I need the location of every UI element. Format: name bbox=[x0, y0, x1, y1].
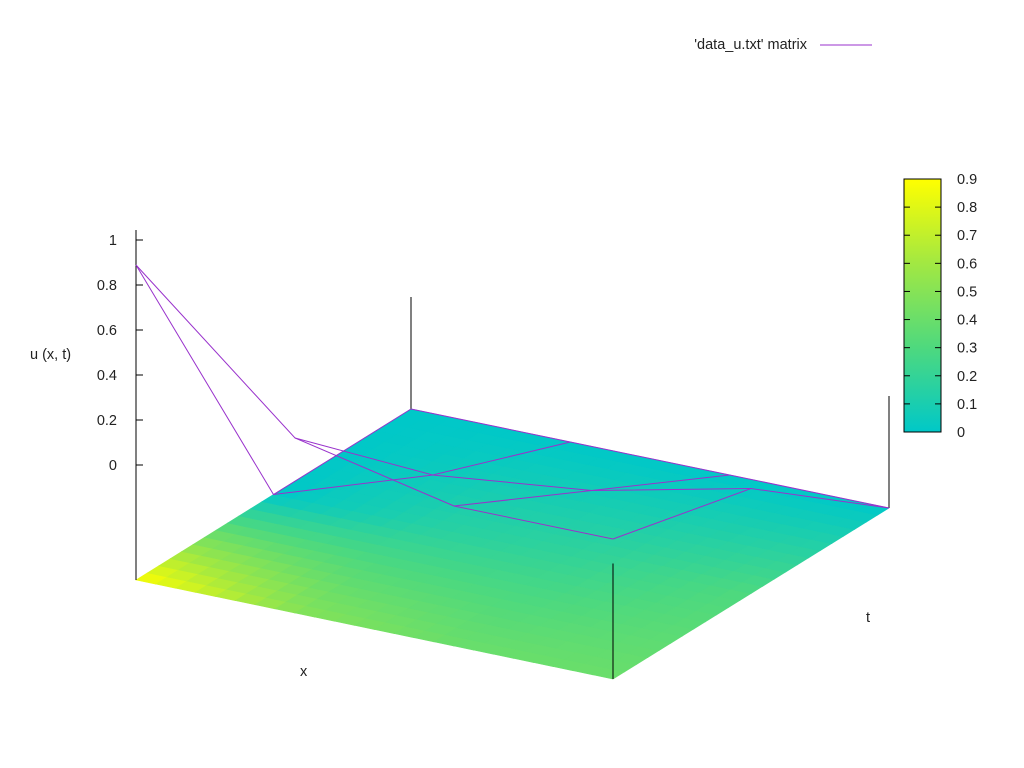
colorbar-tick-label: 0.8 bbox=[957, 200, 977, 216]
z-tick-label: 0.6 bbox=[97, 323, 117, 339]
wireframe-line bbox=[294, 437, 571, 476]
wireframe-line bbox=[612, 487, 890, 540]
wireframe-line bbox=[135, 264, 614, 540]
z-tick-label: 0.4 bbox=[97, 368, 117, 384]
colorbar-tick-label: 0 bbox=[957, 425, 965, 441]
wireframe-line bbox=[135, 264, 412, 496]
colorbar-tick-label: 0.7 bbox=[957, 228, 977, 244]
heatmap-base bbox=[135, 408, 890, 680]
colorbar-tick-label: 0.5 bbox=[957, 284, 977, 300]
wireframe-line bbox=[453, 474, 730, 507]
colorbar-tick-label: 0.1 bbox=[957, 397, 977, 413]
wireframe-line bbox=[410, 408, 890, 509]
colorbar-tick-label: 0.6 bbox=[957, 256, 977, 272]
x-axis-label: x bbox=[300, 664, 308, 680]
z-tick-label: 0.2 bbox=[97, 413, 117, 429]
z-tick-label: 1 bbox=[109, 233, 117, 249]
legend-label: 'data_u.txt' matrix bbox=[694, 37, 807, 53]
z-tick-label: 0 bbox=[109, 458, 117, 474]
z-tick-label: 0.8 bbox=[97, 278, 117, 294]
y-axis-label: t bbox=[866, 610, 870, 626]
colorbar-tick-label: 0.4 bbox=[957, 313, 977, 329]
axes-box bbox=[135, 230, 890, 679]
colorbar-tick-label: 0.9 bbox=[957, 172, 977, 188]
legend: 'data_u.txt' matrix bbox=[694, 37, 872, 53]
z-axis-label: u (x, t) bbox=[30, 347, 71, 363]
colorbar: 0 0.1 0.2 0.3 0.4 0.5 0.6 0.7 0.8 0.9 bbox=[903, 172, 977, 441]
colorbar-tick-label: 0.3 bbox=[957, 341, 977, 357]
z-axis-ticks: 0 0.2 0.4 0.6 0.8 1 bbox=[97, 233, 143, 474]
colorbar-gradient bbox=[903, 178, 942, 433]
wireframe-line bbox=[273, 474, 752, 495]
colorbar-tick-label: 0.2 bbox=[957, 369, 977, 385]
surface-wireframe bbox=[135, 264, 890, 540]
